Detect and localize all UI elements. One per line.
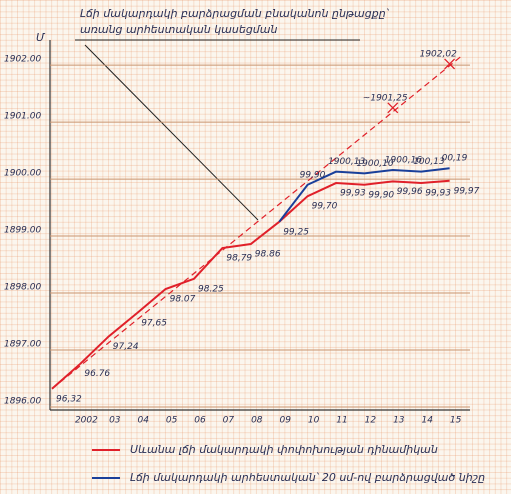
x-tick-label: 10 — [308, 416, 320, 426]
value-label: 00,19 — [442, 154, 468, 164]
trend-marker — [387, 102, 399, 114]
chart-title: Լճի մակարդակի բարձրացման բնականոն ընթացք… — [80, 7, 390, 20]
x-tick-label: 07 — [223, 416, 235, 426]
value-label: 99,93 — [425, 189, 451, 199]
series-line — [278, 167, 450, 223]
x-tick-label: 04 — [137, 416, 149, 426]
x-tick-label: 12 — [365, 416, 377, 426]
y-tick-label: 1901.00 — [4, 112, 41, 122]
trend-line — [51, 55, 462, 390]
y-tick-label: 1900.00 — [4, 169, 41, 179]
x-tick-label: 08 — [251, 416, 263, 426]
value-label: 98.07 — [170, 295, 196, 305]
x-tick-label: 14 — [421, 416, 433, 426]
value-label: 99,70 — [312, 202, 338, 212]
value-label: 99,96 — [397, 187, 423, 197]
y-tick-label: 1897.00 — [4, 340, 41, 350]
series-line — [51, 179, 450, 390]
value-label: 99,25 — [283, 227, 309, 237]
value-label: 1900,13 — [328, 157, 365, 167]
x-tick-label: 15 — [450, 416, 462, 426]
trend-label: ~1901,25 — [363, 93, 408, 103]
value-label: 98.25 — [198, 284, 224, 294]
y-tick-label: 1902.00 — [4, 55, 41, 65]
value-label: 97,24 — [113, 342, 139, 352]
value-label: 99,97 — [454, 186, 480, 196]
y-tick-label: 1896.00 — [4, 397, 41, 407]
y-axis-label: Մ — [36, 31, 46, 44]
value-label: 97,65 — [141, 318, 167, 328]
value-label: 99,90 — [300, 170, 326, 180]
y-tick-label: 1898.00 — [4, 283, 41, 293]
legend-label: Սևանա լճի մակարդակի փոփոխության դինամիկա… — [130, 443, 438, 456]
x-tick-label: 03 — [109, 416, 121, 426]
x-tick-label: 09 — [279, 416, 291, 426]
x-tick-label: 11 — [336, 416, 347, 426]
x-tick-label: 13 — [393, 416, 405, 426]
x-tick-label: 2002 — [75, 416, 98, 426]
value-label: 100,13 — [413, 157, 445, 167]
value-label: 99,93 — [340, 189, 366, 199]
pointer-line — [84, 44, 259, 221]
value-label: 99,90 — [368, 190, 394, 200]
value-label: 98.86 — [255, 250, 281, 260]
value-label: 96,32 — [56, 394, 82, 404]
value-label: 98,79 — [226, 254, 252, 264]
value-label: 1900,10 — [356, 159, 393, 169]
trend-label: 1902,02 — [420, 49, 457, 59]
value-label: 1900,16 — [385, 155, 422, 165]
x-tick-label: 05 — [166, 416, 178, 426]
trend-marker — [444, 58, 456, 70]
x-tick-label: 06 — [194, 416, 206, 426]
chart-title: առանց արհեստական կասեցման — [80, 23, 277, 36]
value-label: 96.76 — [84, 369, 110, 379]
y-tick-label: 1899.00 — [4, 226, 41, 236]
legend-label: Լճի մակարդակի արհեստական՝ 20 սմ-ով բարձր… — [130, 471, 485, 484]
